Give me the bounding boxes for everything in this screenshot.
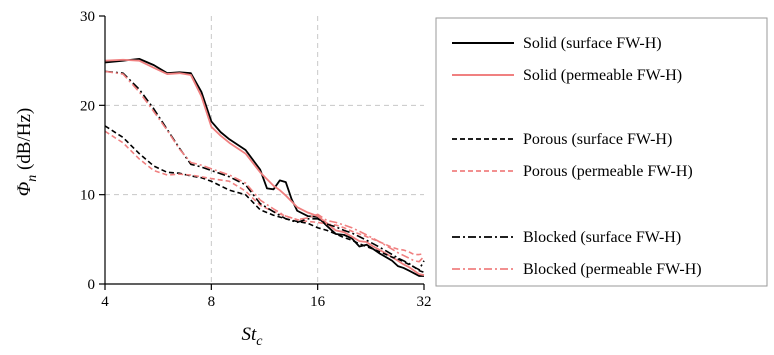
y-tick-label: 10 <box>80 188 95 204</box>
legend-label-4: Porous (permeable FW-H) <box>523 163 693 180</box>
x-axis-label: Stc <box>242 324 264 349</box>
y-axis-subscript: n <box>25 175 40 182</box>
y-axis-symbol: Φ <box>14 182 35 196</box>
x-tick-label: 8 <box>208 294 216 310</box>
axes: 0 10 20 30 4 8 16 32 <box>80 9 432 310</box>
legend: Solid (surface FW-H) Solid (permeable FW-… <box>435 17 768 287</box>
series-line-6 <box>104 70 425 263</box>
x-axis-base: St <box>242 324 258 345</box>
y-tick-label: 20 <box>80 98 95 114</box>
legend-label-3: Porous (surface FW-H) <box>523 131 672 148</box>
x-tick-label: 4 <box>101 294 109 310</box>
legend-label-1: Solid (surface FW-H) <box>523 35 662 52</box>
y-axis-unit: (dB/Hz) <box>14 108 35 175</box>
legend-label-6: Blocked (permeable FW-H) <box>523 261 702 278</box>
series-line-3 <box>104 125 425 274</box>
series-line-4 <box>104 130 425 256</box>
y-tick-label: 30 <box>80 9 95 25</box>
legend-label-2: Solid (permeable FW-H) <box>523 67 682 84</box>
y-axis-label: Φn (dB/Hz) <box>14 108 40 196</box>
series-lines <box>104 57 425 277</box>
series-line-1 <box>104 57 424 277</box>
x-tick-label: 32 <box>417 294 432 310</box>
x-tick-label: 16 <box>310 294 326 310</box>
series-line-2 <box>104 58 425 276</box>
legend-box <box>435 17 768 287</box>
x-axis-subscript: c <box>256 334 263 349</box>
legend-label-5: Blocked (surface FW-H) <box>523 229 681 246</box>
y-tick-label: 0 <box>88 277 96 293</box>
grid <box>105 16 424 284</box>
